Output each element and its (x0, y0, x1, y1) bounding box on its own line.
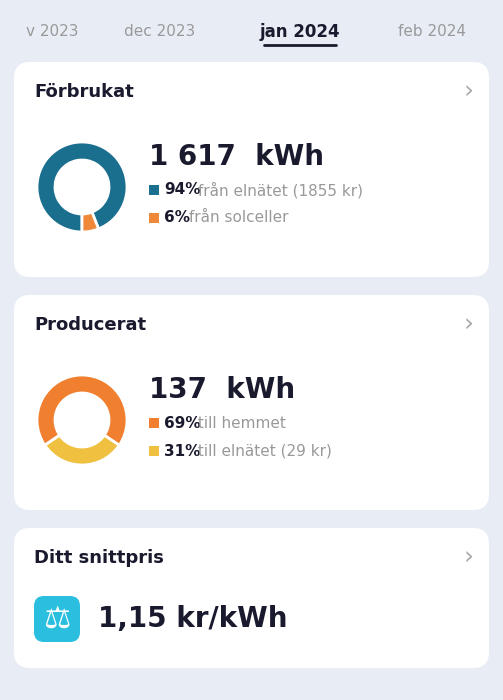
FancyBboxPatch shape (14, 295, 489, 510)
Text: 1 617  kWh: 1 617 kWh (149, 143, 324, 171)
Wedge shape (45, 435, 119, 465)
Text: ⚖: ⚖ (43, 605, 71, 634)
Wedge shape (37, 142, 127, 232)
Text: 69%: 69% (164, 416, 201, 430)
Text: 137  kWh: 137 kWh (149, 376, 295, 404)
Text: jan 2024: jan 2024 (260, 23, 341, 41)
Text: 6%: 6% (164, 211, 190, 225)
Wedge shape (37, 375, 127, 445)
Text: till hemmet: till hemmet (193, 416, 286, 430)
FancyBboxPatch shape (149, 213, 159, 223)
Text: till elnätet (29 kr): till elnätet (29 kr) (193, 444, 332, 458)
Text: Ditt snittpris: Ditt snittpris (34, 549, 164, 567)
Text: ›: › (464, 80, 474, 104)
Text: dec 2023: dec 2023 (124, 25, 196, 39)
Text: 1,15 kr/kWh: 1,15 kr/kWh (98, 605, 288, 633)
FancyBboxPatch shape (14, 528, 489, 668)
Text: från solceller: från solceller (184, 211, 289, 225)
Text: Producerat: Producerat (34, 316, 146, 334)
Text: från elnätet (1855 kr): från elnätet (1855 kr) (193, 182, 363, 198)
Text: Förbrukat: Förbrukat (34, 83, 134, 101)
FancyBboxPatch shape (14, 62, 489, 277)
Text: ›: › (464, 546, 474, 570)
Text: 31%: 31% (164, 444, 200, 458)
FancyBboxPatch shape (149, 185, 159, 195)
FancyBboxPatch shape (149, 418, 159, 428)
Wedge shape (82, 212, 99, 232)
FancyBboxPatch shape (34, 596, 80, 642)
Text: ›: › (464, 313, 474, 337)
FancyBboxPatch shape (149, 446, 159, 456)
Text: 94%: 94% (164, 183, 201, 197)
Text: feb 2024: feb 2024 (398, 25, 466, 39)
Text: v 2023: v 2023 (26, 25, 78, 39)
